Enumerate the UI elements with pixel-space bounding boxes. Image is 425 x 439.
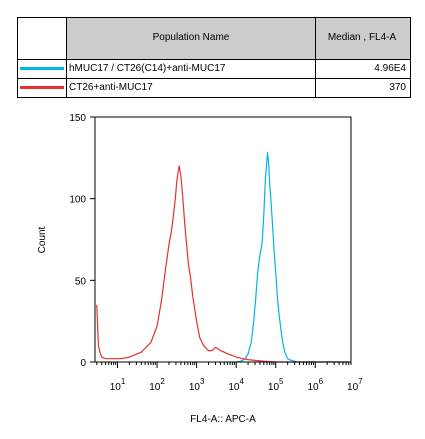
legend-row-1-swatch-cell xyxy=(17,58,67,79)
legend-swatch-1 xyxy=(20,67,64,71)
legend-table: Population Name Median , FL4-A hMUC17 / … xyxy=(17,17,411,99)
legend-row-2-value: 370 xyxy=(315,77,411,99)
legend-row-2-label: CT26+anti-MUC17 xyxy=(66,77,316,99)
y-tick-label: 100 xyxy=(69,195,86,206)
x-tick-label: 105 xyxy=(268,377,284,393)
legend-row-1-value: 4.96E4 xyxy=(315,58,411,79)
y-tick-label: 0 xyxy=(80,358,86,369)
legend-header-name: Population Name xyxy=(66,17,316,60)
y-axis: 0 50 100 150 xyxy=(69,113,95,369)
legend-header-blank xyxy=(17,17,67,60)
x-tick-label: 106 xyxy=(307,377,323,393)
plot-area xyxy=(96,152,349,363)
legend-row-2-swatch-cell xyxy=(17,77,67,99)
legend-row-1-label: hMUC17 / CT26(C14)+anti-MUC17 xyxy=(66,58,316,79)
series-line-1 xyxy=(236,152,349,363)
x-tick-label: 101 xyxy=(110,377,126,393)
legend-header-stat: Median , FL4-A xyxy=(315,17,411,60)
x-axis: 101 102 103 104 105 106 107 xyxy=(96,362,363,393)
series-line-2 xyxy=(96,165,349,363)
x-tick-label: 107 xyxy=(347,377,363,393)
y-tick-label: 150 xyxy=(69,113,86,124)
x-axis-title: FL4-A:: APC-A xyxy=(190,414,256,425)
histogram-chart: 0 50 100 150 101 102 103 104 105 106 107 Count FL… xyxy=(37,113,363,425)
y-tick-label: 50 xyxy=(75,276,87,287)
legend-swatch-2 xyxy=(20,86,64,90)
y-axis-title: Count xyxy=(37,226,48,253)
x-tick-label: 103 xyxy=(189,377,205,393)
x-tick-label: 102 xyxy=(149,377,165,393)
plot-frame xyxy=(94,116,352,363)
x-tick-label: 104 xyxy=(228,377,244,393)
